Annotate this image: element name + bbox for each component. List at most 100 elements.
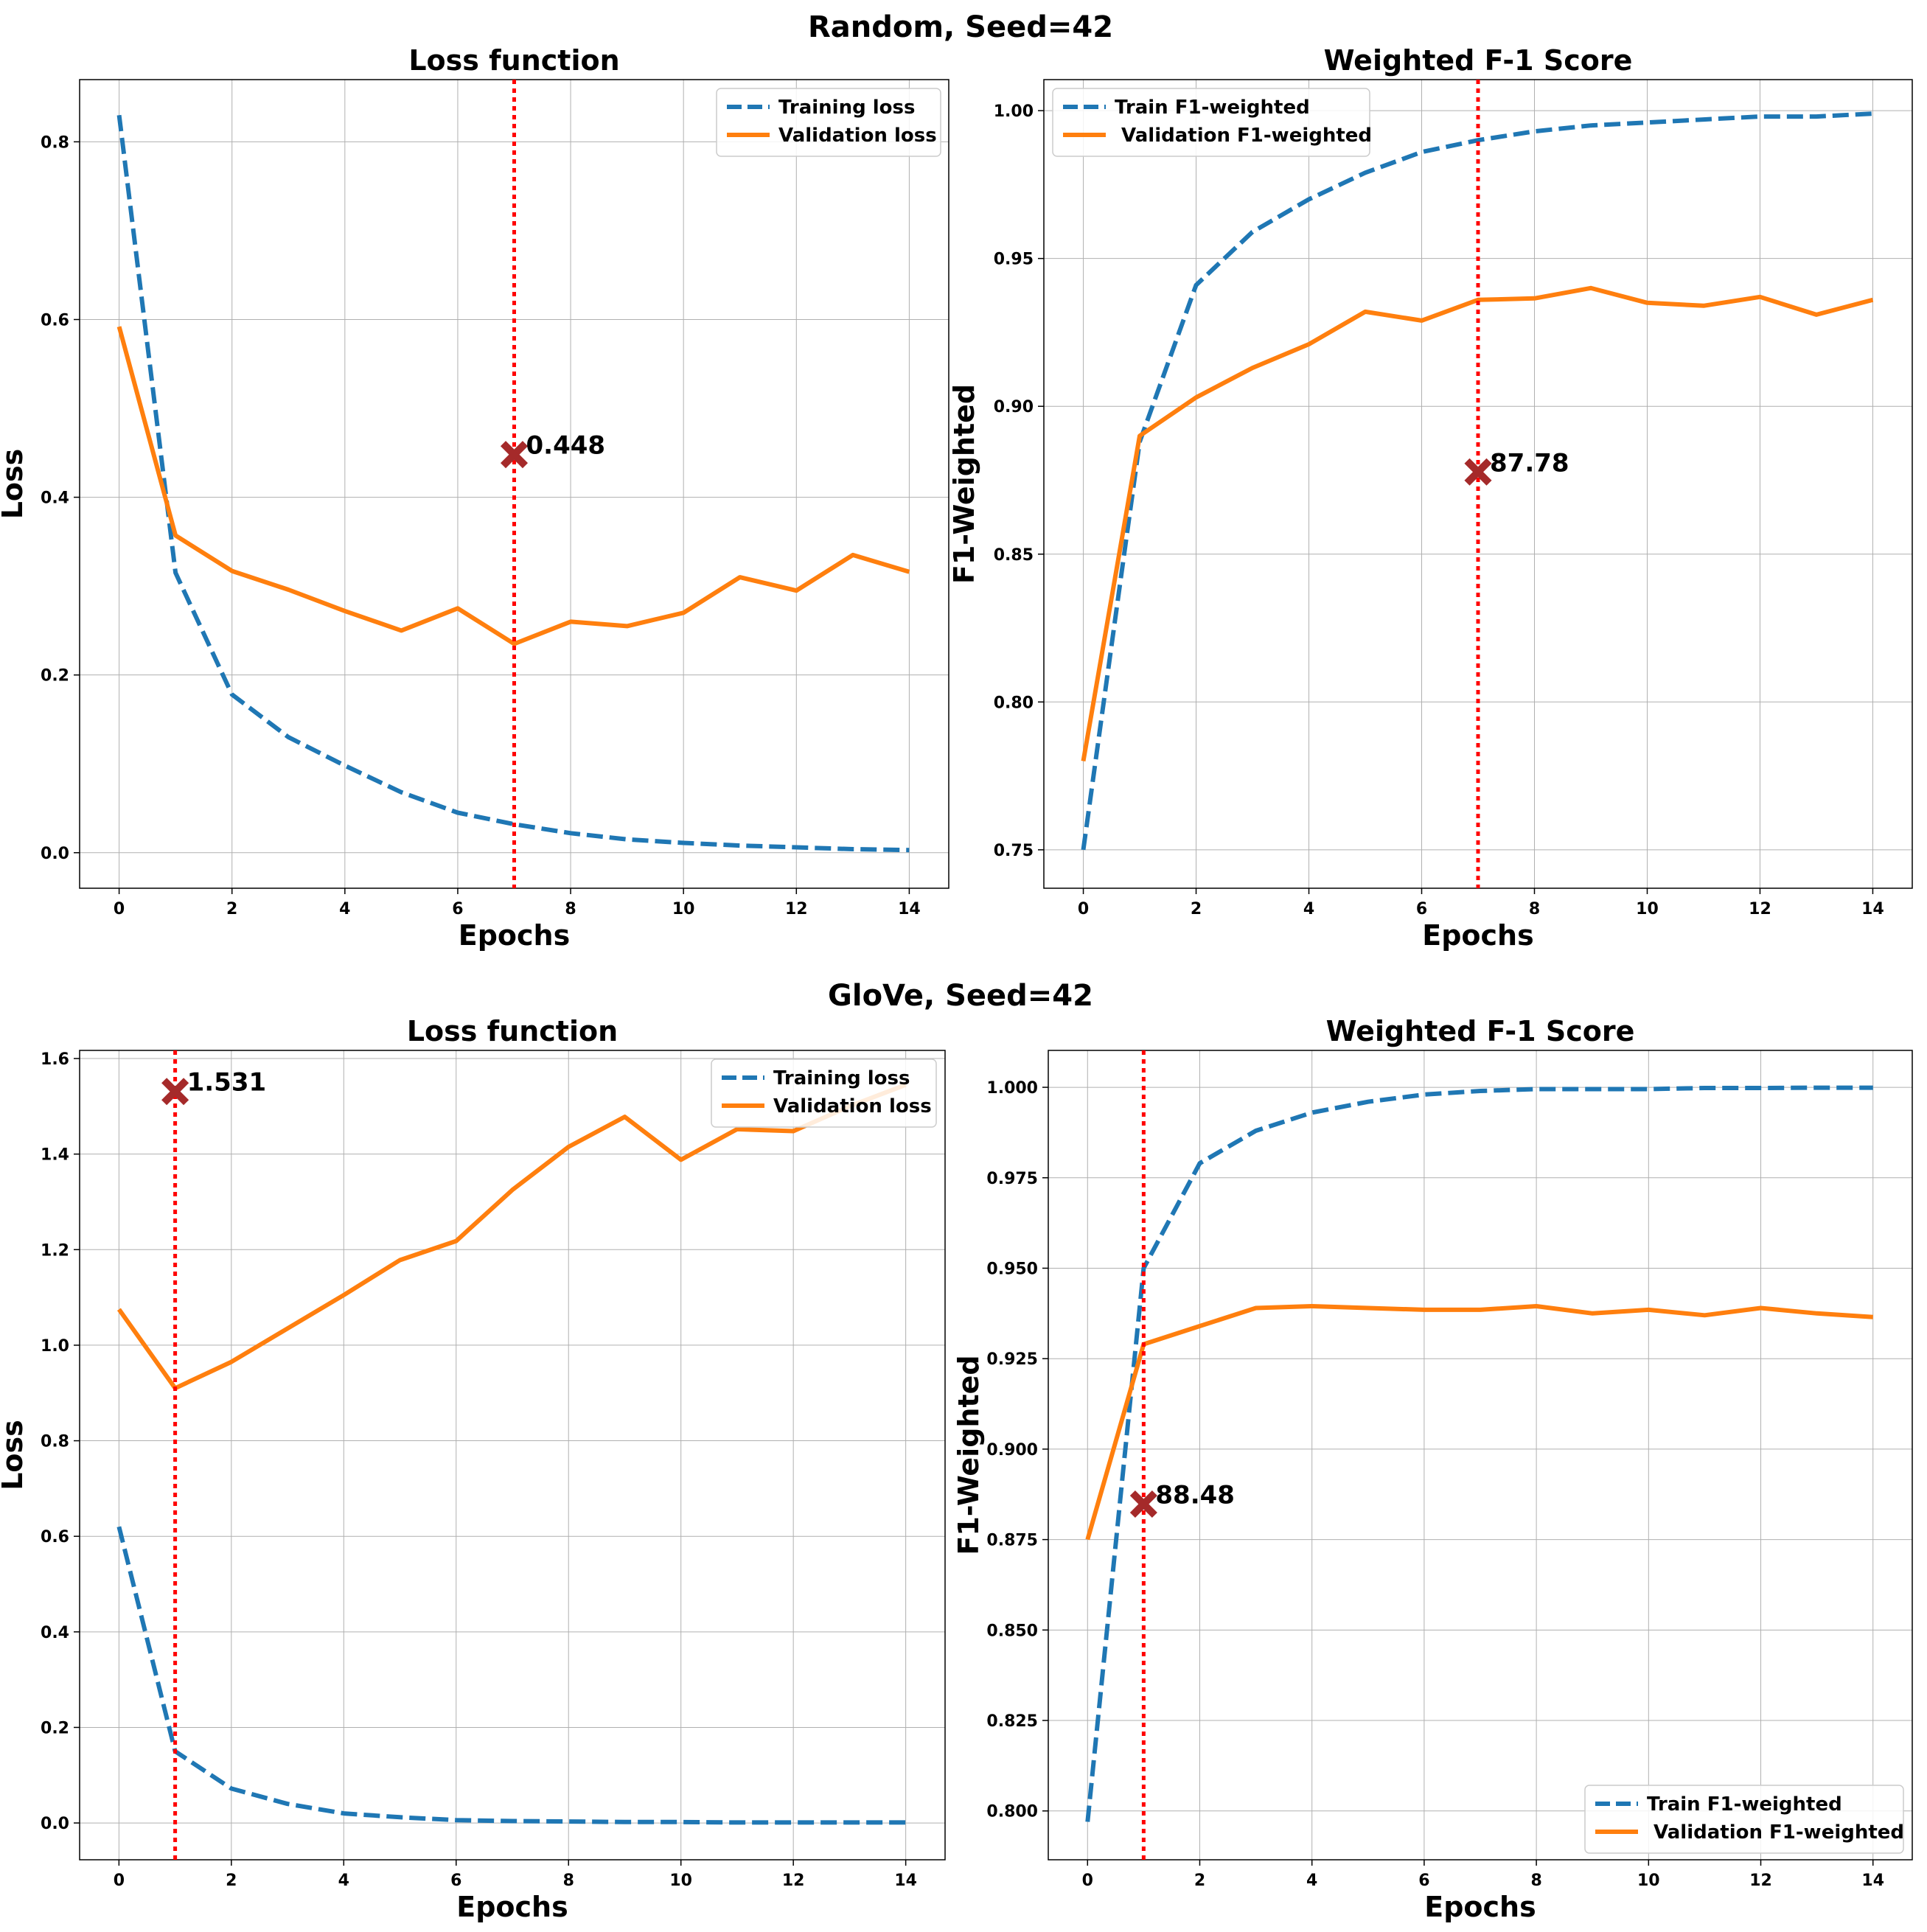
legend: Train F1-weighted Validation F1-weighted xyxy=(1584,1785,1904,1854)
series-line-validation xyxy=(116,1082,907,1391)
x-tick-label: 0 xyxy=(1078,900,1089,918)
y-tick-label: 0.825 xyxy=(986,1712,1038,1731)
series-line-train xyxy=(1081,111,1873,851)
plot-frame xyxy=(1043,79,1913,889)
x-tick-label: 6 xyxy=(1418,1872,1429,1890)
x-tick-label: 14 xyxy=(898,900,921,918)
x-axis-label: Epochs xyxy=(456,1891,568,1923)
x-tick-label: 6 xyxy=(1416,900,1427,918)
y-tick-label: 0.6 xyxy=(41,311,69,329)
y-axis-label: F1-Weighted xyxy=(948,384,980,584)
x-tick-label: 4 xyxy=(339,900,350,918)
legend-label-train: Train F1-weighted xyxy=(1647,1793,1842,1816)
legend-label-validation: Validation loss xyxy=(778,125,937,147)
y-tick-label: 1.000 xyxy=(986,1079,1038,1098)
y-tick-label: 0.2 xyxy=(41,1719,69,1737)
legend-box xyxy=(711,1059,937,1128)
y-tick-label: 0.80 xyxy=(994,694,1034,712)
figure-title-glove: GloVe, Seed=42 xyxy=(828,979,1093,1013)
best-score-label: 1.531 xyxy=(187,1068,267,1098)
x-tick-label: 10 xyxy=(1636,900,1659,918)
best-score-label: 87.78 xyxy=(1490,448,1569,478)
panel-title: Loss function xyxy=(407,1015,618,1047)
y-tick-label: 0.900 xyxy=(986,1441,1038,1460)
x-tick-label: 14 xyxy=(1861,900,1884,918)
x-tick-label: 10 xyxy=(672,900,695,918)
chart-panel-3: 0 2 4 6 8 10 12 14 0.800 0.825 0.850 0.875 0.900 0.92… xyxy=(952,1015,1913,1923)
x-tick-label: 0 xyxy=(1082,1872,1093,1890)
best-score-marker xyxy=(1464,458,1492,486)
x-tick-label: 10 xyxy=(669,1872,692,1890)
y-tick-label: 0.95 xyxy=(994,251,1034,269)
x-tick-label: 0 xyxy=(114,900,125,918)
chart-panel-1: 0 2 4 6 8 10 12 14 0.75 0.80 0.85 0.90 0.95 1.00 87.78… xyxy=(948,44,1913,952)
x-tick-label: 4 xyxy=(1303,900,1314,918)
best-score-marker xyxy=(1129,1490,1157,1518)
series-line-train xyxy=(116,1526,906,1825)
y-tick-label: 0.4 xyxy=(41,1624,69,1642)
y-tick-label: 0.6 xyxy=(41,1528,69,1546)
legend-label-validation: Validation F1-weighted xyxy=(1115,125,1372,147)
x-tick-label: 14 xyxy=(1861,1872,1884,1890)
legend-box xyxy=(716,88,941,157)
series-line-train xyxy=(116,114,910,853)
series-line-validation xyxy=(116,326,910,646)
legend: Train F1-weighted Validation F1-weighted xyxy=(1052,88,1372,157)
legend-box xyxy=(1584,1785,1904,1854)
series-line-validation xyxy=(1085,1304,1873,1541)
x-axis-label: Epochs xyxy=(1424,1891,1536,1923)
x-tick-label: 2 xyxy=(1191,900,1202,918)
y-tick-label: 0.975 xyxy=(986,1170,1038,1188)
y-tick-label: 0.8 xyxy=(41,133,69,152)
x-axis-label: Epochs xyxy=(459,919,570,952)
y-axis-label: Loss xyxy=(0,1420,29,1490)
y-tick-label: 1.6 xyxy=(41,1050,69,1069)
x-tick-label: 4 xyxy=(338,1872,349,1890)
plot-frame xyxy=(1048,1050,1913,1860)
legend: Training loss Validation loss xyxy=(716,88,941,157)
y-tick-label: 0.950 xyxy=(986,1260,1038,1278)
series-line-train xyxy=(1085,1085,1873,1822)
best-score-label: 0.448 xyxy=(526,431,606,461)
figure-title-random: Random, Seed=42 xyxy=(808,10,1113,44)
best-score-marker xyxy=(161,1078,189,1106)
y-tick-label: 0.2 xyxy=(41,667,69,686)
legend-label-validation: Validation F1-weighted xyxy=(1647,1821,1904,1844)
chart-panel-0: 0 2 4 6 8 10 12 14 0.0 0.2 0.4 0.6 0.8 0.448 Loss func… xyxy=(0,44,949,952)
x-tick-label: 0 xyxy=(114,1872,125,1890)
x-tick-label: 10 xyxy=(1637,1872,1660,1890)
marker-x-stroke xyxy=(161,1078,189,1106)
x-tick-label: 8 xyxy=(1530,1872,1541,1890)
best-score-label: 88.48 xyxy=(1155,1481,1235,1510)
y-axis-label: F1-Weighted xyxy=(952,1355,985,1555)
y-tick-label: 0.850 xyxy=(986,1622,1038,1640)
x-tick-label: 12 xyxy=(782,1872,805,1890)
y-tick-label: 0.875 xyxy=(986,1532,1038,1550)
y-tick-label: 1.4 xyxy=(41,1146,69,1165)
y-tick-label: 1.2 xyxy=(41,1241,69,1260)
series-line-validation xyxy=(1081,285,1874,762)
y-tick-label: 0.800 xyxy=(986,1803,1038,1821)
y-tick-label: 0.4 xyxy=(41,489,69,508)
best-score-marker xyxy=(500,441,529,469)
panel-title: Weighted F-1 Score xyxy=(1326,1015,1635,1047)
x-tick-label: 12 xyxy=(1749,1872,1772,1890)
y-tick-label: 0.90 xyxy=(994,398,1034,416)
plot-frame xyxy=(79,79,949,889)
panel-title: Weighted F-1 Score xyxy=(1324,44,1633,77)
x-tick-label: 8 xyxy=(565,900,576,918)
y-tick-label: 0.0 xyxy=(41,845,69,863)
legend: Training loss Validation loss xyxy=(711,1059,937,1128)
y-tick-label: 1.00 xyxy=(994,102,1034,121)
legend-label-train: Train F1-weighted xyxy=(1115,97,1310,119)
x-tick-label: 2 xyxy=(226,1872,237,1890)
y-tick-label: 0.85 xyxy=(994,546,1034,565)
x-tick-label: 2 xyxy=(1194,1872,1205,1890)
y-axis-label: Loss xyxy=(0,449,29,520)
x-tick-label: 2 xyxy=(226,900,237,918)
x-tick-label: 12 xyxy=(785,900,808,918)
x-tick-label: 12 xyxy=(1749,900,1771,918)
x-tick-label: 8 xyxy=(563,1872,574,1890)
